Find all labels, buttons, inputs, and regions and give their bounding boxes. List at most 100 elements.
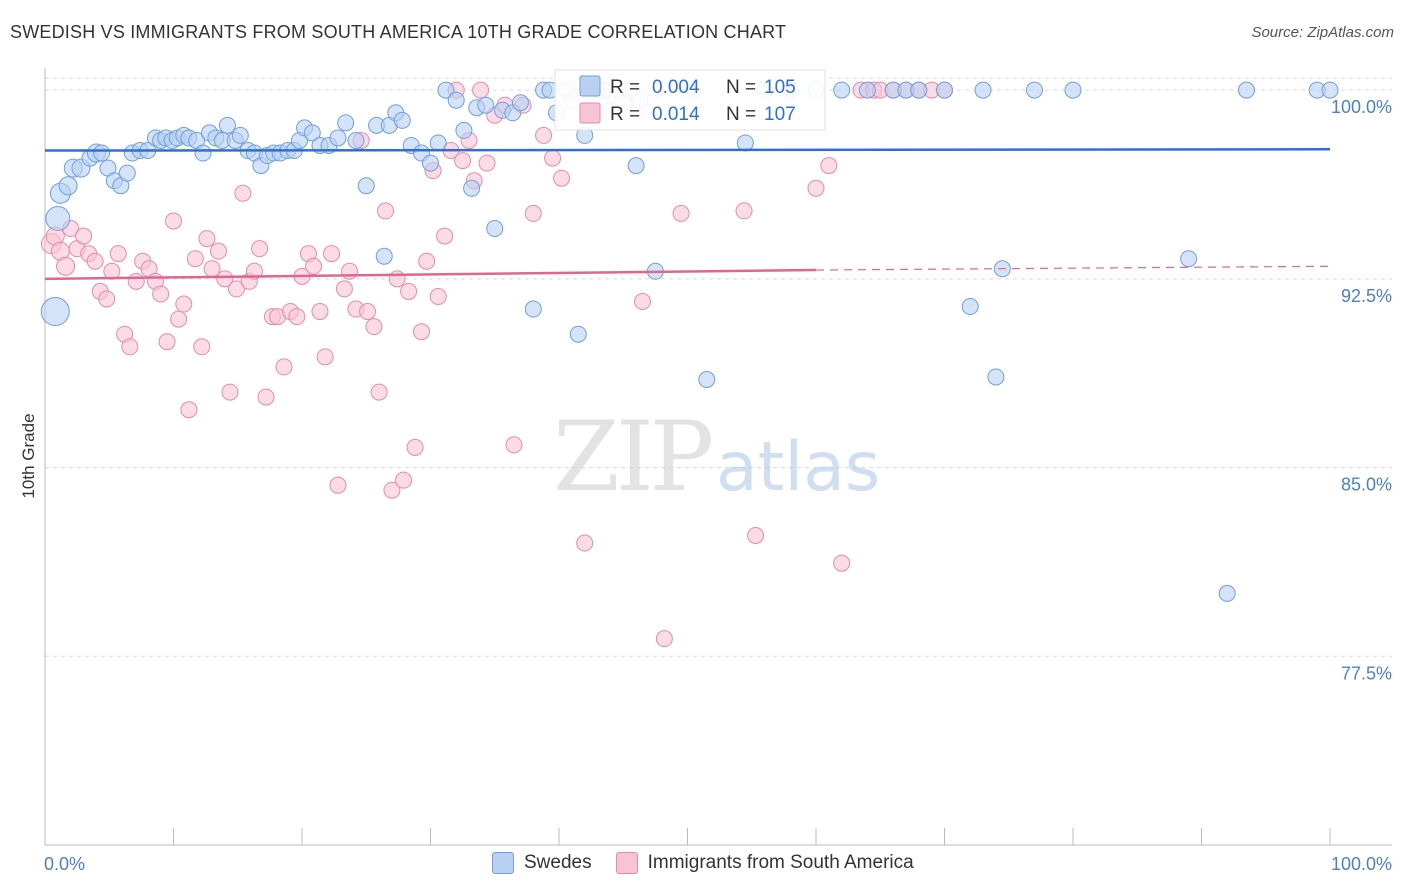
swedes-point [1025,81,1043,99]
swedes-point [437,81,455,99]
immigrants-point [429,287,447,305]
immigrants-swatch [615,852,638,874]
swedes-point [736,134,754,152]
legend-n-value-swedes: 105 [764,77,796,98]
immigrants-point [216,270,234,288]
swedes-point [303,124,321,142]
legend-r-value-swedes: 0.004 [652,77,700,98]
swedes-point [422,154,439,172]
swedes-point [569,325,587,343]
immigrants-point [158,333,176,351]
immigrants-point [341,262,359,280]
swedes-point [524,300,542,318]
legend-item-swedes[interactable]: Swedes [492,852,592,874]
swedes-point [93,144,111,162]
legend-n-label-swedes: N = [726,77,756,98]
swedes-point [1218,584,1236,602]
swedes-point [231,126,249,144]
tick-labels: 77.5% 85.0% 92.5% 100.0% 0.0% 100.0% [44,97,1392,874]
immigrants-trend-extension [815,265,1331,271]
swedes-point [357,177,375,195]
y-tick-label: 77.5% [1341,663,1392,683]
immigrants-point [472,81,490,99]
immigrants-point [335,280,353,298]
legend-item-immigrants[interactable]: Immigrants from South America [615,852,914,874]
immigrants-point [735,202,753,220]
watermark-zip: ZIP [553,401,712,513]
immigrants-point [359,303,377,321]
immigrants-point [209,242,227,260]
immigrants-point [454,152,472,170]
immigrants-point [634,292,652,310]
immigrants-point [329,476,347,494]
immigrants-points [40,81,953,648]
immigrants-point [436,227,454,245]
swedes-point [511,94,529,112]
watermark: ZIP atlas [553,401,880,513]
immigrants-point [227,280,245,298]
swedes-point [833,81,851,99]
immigrants-point [395,471,413,489]
legend-n-label-immigrants: N = [726,104,756,125]
immigrants-point [406,438,424,456]
axes-layer [44,68,1392,846]
legend-n-value-immigrants: 107 [764,104,796,125]
swedes-point [1064,81,1082,99]
immigrants-point [127,272,145,290]
swedes-point [375,247,393,265]
swedes-point [393,111,411,129]
immigrants-point [221,383,239,401]
swedes-point [118,164,136,182]
legend-label-swedes: Swedes [524,852,592,873]
swedes-point [194,144,212,162]
swedes-point [477,96,495,114]
immigrants-point [400,282,418,300]
swedes-point [337,114,355,132]
immigrants-point [311,303,329,321]
immigrants-point [275,358,293,376]
immigrants-point [807,179,825,197]
immigrants-point [175,295,193,313]
immigrants-point [418,252,436,270]
immigrants-point [323,245,341,263]
swedes-point [463,179,481,197]
immigrants-point [747,527,765,545]
immigrants-point [98,290,116,308]
immigrants-point [193,338,211,356]
immigrants-point [257,388,275,406]
immigrants-point [505,436,523,454]
swedes-point [45,205,71,231]
immigrants-point [198,230,216,248]
immigrants-point [109,245,127,263]
immigrants-point [203,260,221,278]
immigrants-trend-line [44,268,817,281]
swedes-points [40,81,1339,602]
immigrants-point [316,348,334,366]
immigrants-point [165,212,182,230]
immigrants-point [655,630,673,648]
legend-r-label-swedes: R = [610,77,640,98]
swedes-point [1180,250,1198,268]
swedes-point [455,121,473,139]
swedes-point [698,370,716,388]
immigrants-point [186,250,204,268]
legend-swatch-swedes [579,75,601,97]
immigrants-point [478,154,496,172]
immigrants-point [180,401,198,419]
swedes-point [486,220,504,238]
swedes-point [58,176,78,196]
immigrants-point [383,481,401,499]
y-axis-label: 10th Grade [19,413,38,498]
immigrants-point [86,252,104,270]
swedes-trend-line [44,148,1331,152]
swedes-point [627,157,645,175]
immigrants-point [576,534,594,552]
swedes-swatch [492,852,514,874]
immigrants-point [413,323,431,341]
grid-layer [45,77,1392,657]
immigrants-point [553,169,571,187]
swedes-point [329,129,347,147]
immigrants-point [75,227,93,245]
chart-title: SWEDISH VS IMMIGRANTS FROM SOUTH AMERICA… [10,22,787,42]
